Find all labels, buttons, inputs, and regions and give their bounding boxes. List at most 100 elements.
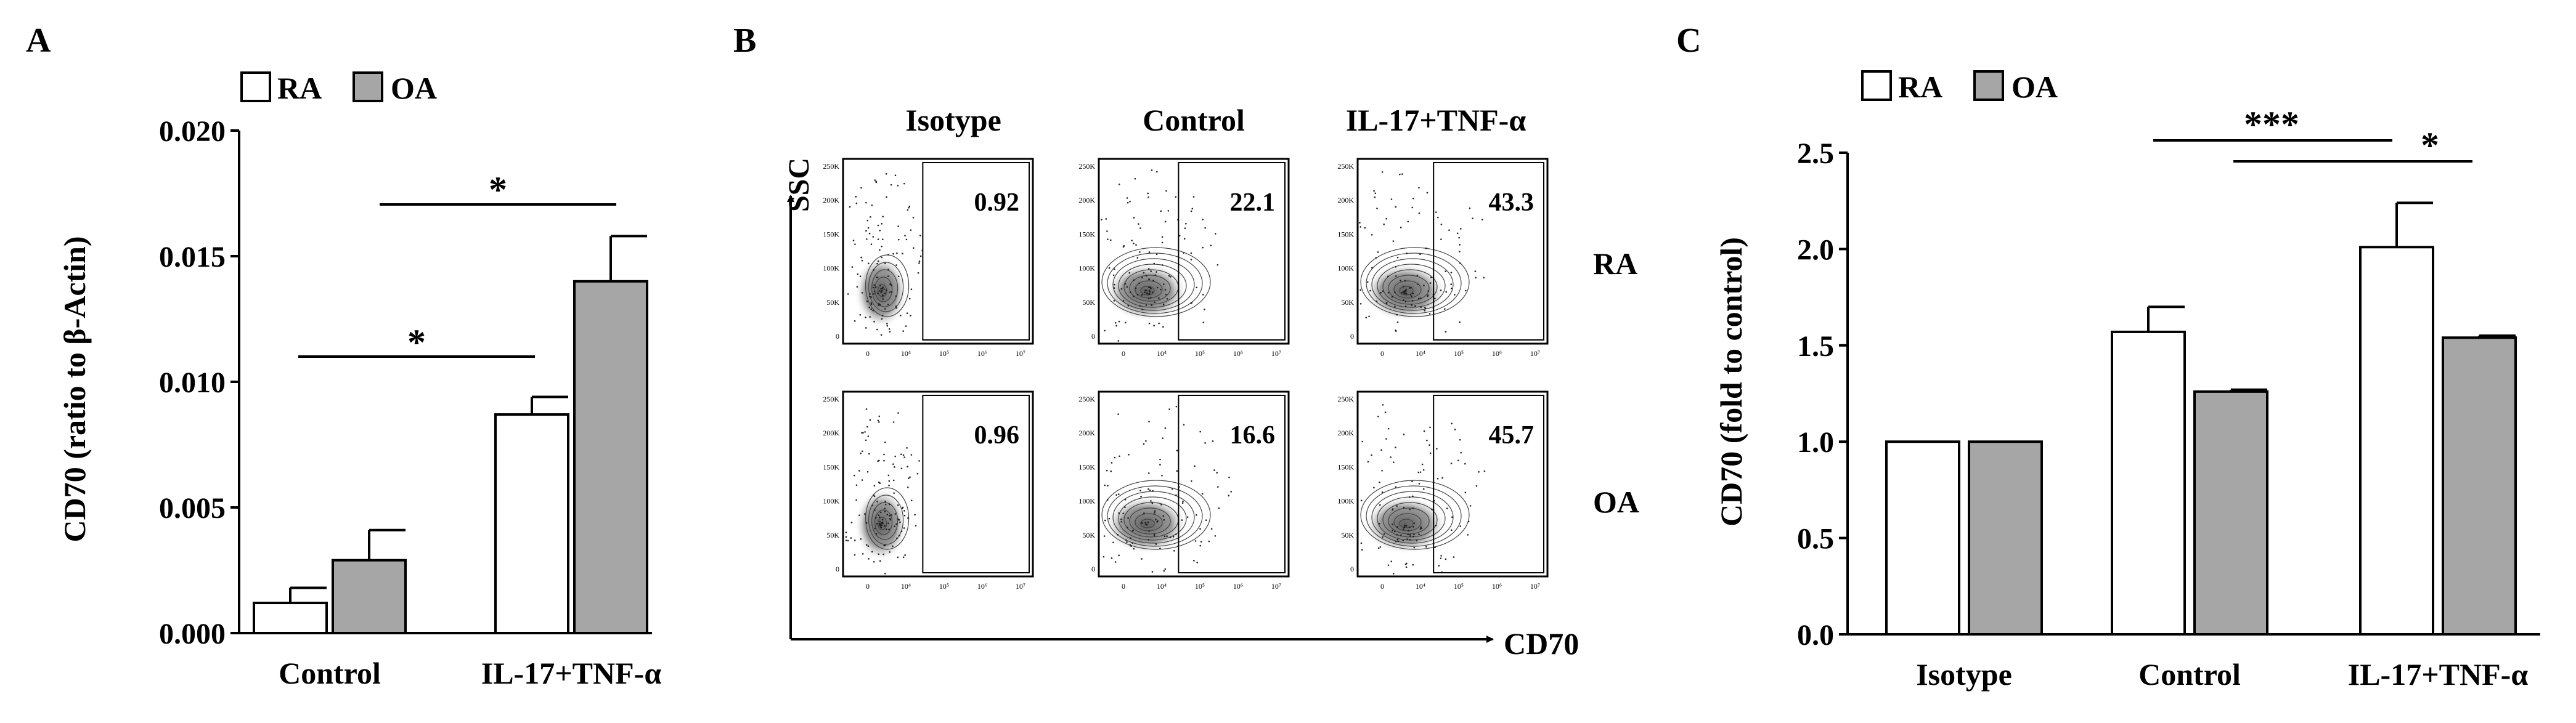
flow-event	[1175, 405, 1178, 408]
flow-event	[918, 262, 920, 264]
flow-event	[1435, 211, 1437, 213]
flow-event	[1474, 270, 1477, 272]
flow-event	[869, 296, 871, 297]
flow-event	[1396, 534, 1398, 536]
flow-event	[1164, 289, 1167, 291]
flow-event	[1434, 546, 1436, 549]
flow-event	[1108, 267, 1111, 269]
flow-event	[1201, 493, 1204, 495]
flow-event	[1157, 520, 1159, 522]
flow-event	[1436, 448, 1438, 450]
y-tick-label: 0.5	[1797, 523, 1834, 555]
flow-contour	[1360, 247, 1470, 317]
flow-event	[1162, 303, 1165, 305]
flow-event	[889, 291, 891, 293]
flow-event	[908, 477, 910, 479]
flow-event	[1136, 294, 1139, 296]
bar-c-oa-0	[1968, 440, 2043, 636]
flow-event	[1196, 562, 1199, 563]
y-tick-label: 0.000	[159, 618, 226, 650]
flow-event	[882, 553, 884, 555]
flow-event	[859, 313, 862, 316]
flow-event	[884, 308, 886, 310]
flow-event	[1190, 259, 1192, 261]
flow-event	[861, 479, 863, 481]
x-category-label: Control	[279, 656, 381, 690]
flow-event	[1434, 297, 1436, 299]
flow-event	[1422, 488, 1425, 490]
flow-x-tick: 0	[1122, 582, 1125, 591]
flow-event	[1387, 275, 1389, 278]
flow-event	[1376, 300, 1378, 302]
flow-event	[1154, 512, 1156, 514]
flow-event	[1359, 222, 1361, 224]
flow-event	[1147, 297, 1150, 300]
flow-event	[861, 259, 863, 262]
flow-event	[895, 264, 897, 266]
flow-event	[1381, 171, 1384, 173]
flow-plot: 250K 200K 150K 100K 50K 0 0 10⁴ 10⁵ 10⁶ 10⁷ 16.6	[1078, 390, 1290, 591]
flow-event	[875, 517, 877, 519]
flow-event	[1130, 291, 1131, 294]
flow-event	[1115, 321, 1117, 324]
flow-x-tick: 10⁷	[1530, 349, 1540, 358]
flow-event	[873, 495, 876, 498]
panel-a-sig-star-1: *	[407, 322, 426, 363]
flow-event	[1460, 228, 1462, 230]
flow-event	[910, 499, 913, 501]
col-title-isotype: Isotype	[905, 103, 1001, 137]
flow-event	[884, 441, 886, 443]
flow-event	[892, 479, 895, 482]
flow-event	[1148, 289, 1151, 292]
flow-event	[880, 334, 882, 336]
flow-event	[875, 180, 877, 183]
flow-event	[908, 206, 910, 209]
flow-event	[855, 196, 857, 198]
panel-a-sig-star-2: *	[489, 169, 507, 210]
flow-event	[1144, 522, 1146, 524]
flow-event	[1230, 491, 1233, 493]
flow-event	[1422, 469, 1425, 471]
flow-event	[881, 521, 884, 523]
flow-event	[1392, 573, 1395, 575]
flow-event	[1459, 262, 1461, 264]
flow-event	[1407, 220, 1409, 223]
flow-event	[905, 325, 907, 327]
flow-event	[1448, 229, 1450, 232]
flow-event	[905, 238, 908, 241]
flow-event	[1368, 315, 1370, 318]
flow-event	[886, 289, 887, 291]
flow-event	[1425, 307, 1427, 310]
flow-event	[1171, 488, 1173, 490]
flow-event	[1396, 526, 1398, 528]
flow-event	[1202, 321, 1205, 323]
flow-event	[870, 216, 871, 218]
flow-event	[897, 518, 899, 520]
flow-event	[918, 261, 921, 262]
flow-event	[1409, 496, 1411, 498]
flow-x-tick: 10⁶	[1233, 349, 1243, 358]
flow-event	[900, 315, 902, 317]
flow-y-tick: 250K	[1078, 395, 1095, 403]
flow-event	[1409, 539, 1411, 541]
flow-event	[881, 315, 884, 317]
flow-event	[862, 553, 864, 555]
flow-event	[1118, 554, 1120, 557]
flow-event	[1453, 556, 1455, 558]
flow-event	[1420, 526, 1422, 528]
flow-x-tick: 10⁵	[939, 582, 949, 591]
flow-event	[883, 525, 886, 527]
flow-contour	[1101, 247, 1211, 317]
flow-event	[878, 421, 880, 423]
flow-event	[1196, 286, 1197, 289]
flow-event	[1147, 539, 1149, 541]
flow-event	[1450, 283, 1453, 285]
flow-event	[879, 285, 881, 286]
flow-event	[1148, 278, 1151, 280]
flow-event	[903, 456, 905, 458]
flow-event	[1420, 297, 1422, 299]
flow-event	[1228, 476, 1230, 479]
flow-event	[1150, 288, 1152, 289]
panel-c-legend: RA OA	[1861, 70, 2058, 104]
flow-event	[898, 535, 900, 536]
